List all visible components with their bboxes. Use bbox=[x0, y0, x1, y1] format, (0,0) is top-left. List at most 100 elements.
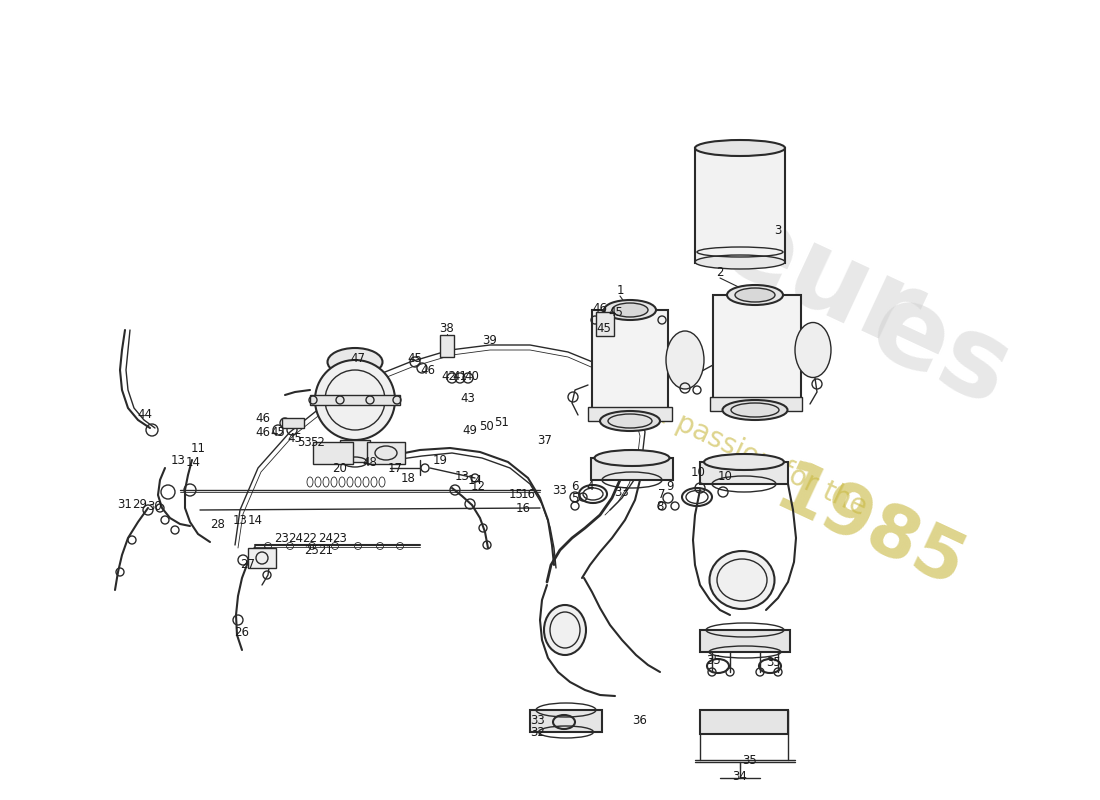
Text: 29: 29 bbox=[132, 498, 147, 510]
Text: 14: 14 bbox=[248, 514, 263, 526]
Text: 12: 12 bbox=[471, 479, 485, 493]
Text: 45: 45 bbox=[408, 351, 422, 365]
Text: a passion for the: a passion for the bbox=[648, 398, 871, 522]
Text: es: es bbox=[854, 272, 1026, 428]
Text: 2: 2 bbox=[716, 266, 724, 278]
Bar bbox=[588, 407, 672, 421]
Text: 5: 5 bbox=[571, 491, 579, 505]
Text: 46: 46 bbox=[420, 363, 436, 377]
Text: 1985: 1985 bbox=[764, 456, 976, 604]
Bar bbox=[282, 418, 304, 428]
Text: 19: 19 bbox=[432, 454, 448, 466]
Text: 48: 48 bbox=[363, 455, 377, 469]
Bar bbox=[592, 310, 668, 410]
Text: 46: 46 bbox=[255, 426, 271, 438]
Text: 25: 25 bbox=[305, 543, 319, 557]
Bar bbox=[310, 395, 400, 405]
Text: 45: 45 bbox=[608, 306, 624, 318]
Bar bbox=[367, 442, 405, 464]
Text: 30: 30 bbox=[147, 499, 163, 513]
Text: 15: 15 bbox=[508, 487, 524, 501]
Text: 16: 16 bbox=[520, 487, 536, 501]
Text: 24: 24 bbox=[319, 531, 333, 545]
Bar bbox=[248, 548, 276, 568]
Text: 14: 14 bbox=[186, 455, 200, 469]
Ellipse shape bbox=[795, 322, 830, 378]
Text: 35: 35 bbox=[706, 654, 722, 666]
Bar bbox=[710, 397, 802, 411]
Text: 36: 36 bbox=[632, 714, 648, 726]
Text: 45: 45 bbox=[596, 322, 612, 334]
Ellipse shape bbox=[695, 140, 785, 156]
Text: 21: 21 bbox=[319, 543, 333, 557]
Bar bbox=[530, 710, 602, 732]
Text: 40: 40 bbox=[464, 370, 480, 382]
Text: 44: 44 bbox=[138, 409, 153, 422]
Text: 35: 35 bbox=[742, 754, 758, 766]
Bar bbox=[596, 312, 614, 336]
Bar bbox=[340, 440, 370, 462]
Text: 33: 33 bbox=[615, 486, 629, 498]
Text: 46: 46 bbox=[255, 411, 271, 425]
Bar bbox=[700, 462, 788, 484]
Ellipse shape bbox=[666, 331, 704, 389]
Ellipse shape bbox=[735, 288, 776, 302]
Ellipse shape bbox=[544, 605, 586, 655]
Ellipse shape bbox=[704, 454, 784, 470]
Text: 24: 24 bbox=[288, 531, 304, 545]
Ellipse shape bbox=[727, 285, 783, 305]
Text: 13: 13 bbox=[232, 514, 248, 526]
Text: 11: 11 bbox=[190, 442, 206, 454]
Text: 33: 33 bbox=[552, 483, 568, 497]
Text: 18: 18 bbox=[400, 471, 416, 485]
Text: 39: 39 bbox=[483, 334, 497, 346]
Text: 45: 45 bbox=[287, 431, 303, 445]
Circle shape bbox=[161, 485, 175, 499]
Text: 8: 8 bbox=[657, 499, 663, 513]
Text: 1: 1 bbox=[616, 283, 624, 297]
Text: 50: 50 bbox=[478, 419, 494, 433]
Text: 7: 7 bbox=[658, 487, 666, 501]
Text: 37: 37 bbox=[538, 434, 552, 446]
Text: 32: 32 bbox=[530, 726, 546, 738]
Bar bbox=[700, 630, 790, 652]
Text: 13: 13 bbox=[454, 470, 470, 482]
Ellipse shape bbox=[600, 411, 660, 431]
Text: 35: 35 bbox=[767, 655, 781, 669]
Text: 22: 22 bbox=[302, 531, 318, 545]
Text: 23: 23 bbox=[332, 531, 348, 545]
Text: 6: 6 bbox=[571, 479, 579, 493]
Text: 42: 42 bbox=[441, 370, 456, 382]
Text: 52: 52 bbox=[310, 435, 326, 449]
Ellipse shape bbox=[695, 255, 785, 269]
Bar bbox=[700, 710, 788, 734]
Text: 38: 38 bbox=[440, 322, 454, 334]
Ellipse shape bbox=[328, 348, 383, 376]
Text: 23: 23 bbox=[275, 531, 289, 545]
Text: 20: 20 bbox=[332, 462, 348, 474]
Text: 17: 17 bbox=[387, 462, 403, 474]
Text: 31: 31 bbox=[118, 498, 132, 510]
Bar bbox=[695, 148, 785, 263]
Text: 13: 13 bbox=[170, 454, 186, 466]
Text: 47: 47 bbox=[351, 351, 365, 365]
Ellipse shape bbox=[604, 300, 656, 320]
Ellipse shape bbox=[723, 400, 788, 420]
Text: 34: 34 bbox=[733, 770, 747, 782]
Text: 41: 41 bbox=[452, 370, 468, 382]
Text: 49: 49 bbox=[462, 423, 477, 437]
Text: 3: 3 bbox=[774, 223, 782, 237]
Text: 9: 9 bbox=[667, 479, 673, 493]
Text: 51: 51 bbox=[495, 415, 509, 429]
Text: 14: 14 bbox=[468, 474, 483, 486]
Bar bbox=[314, 442, 353, 464]
Text: 43: 43 bbox=[461, 391, 475, 405]
Circle shape bbox=[315, 360, 395, 440]
Text: 27: 27 bbox=[241, 558, 255, 571]
Bar bbox=[591, 458, 673, 480]
Bar bbox=[440, 335, 454, 357]
Ellipse shape bbox=[594, 450, 670, 466]
Text: 26: 26 bbox=[234, 626, 250, 638]
Text: 16: 16 bbox=[516, 502, 530, 514]
Text: 45: 45 bbox=[271, 426, 285, 438]
